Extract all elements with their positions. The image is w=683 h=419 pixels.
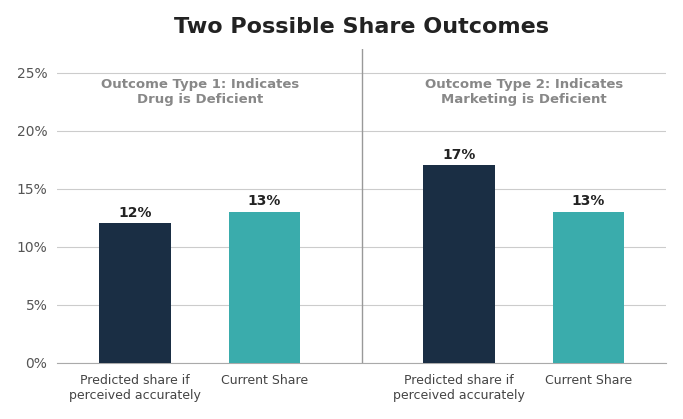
- Text: 13%: 13%: [248, 194, 281, 208]
- Bar: [229, 212, 300, 362]
- Bar: [99, 223, 171, 362]
- Title: Two Possible Share Outcomes: Two Possible Share Outcomes: [174, 17, 549, 37]
- Text: 12%: 12%: [118, 206, 152, 220]
- Text: 13%: 13%: [572, 194, 605, 208]
- Text: 17%: 17%: [443, 148, 475, 162]
- Text: Outcome Type 1: Indicates
Drug is Deficient: Outcome Type 1: Indicates Drug is Defici…: [100, 78, 299, 106]
- Bar: [553, 212, 624, 362]
- Bar: [423, 166, 494, 362]
- Text: Outcome Type 2: Indicates
Marketing is Deficient: Outcome Type 2: Indicates Marketing is D…: [425, 78, 623, 106]
